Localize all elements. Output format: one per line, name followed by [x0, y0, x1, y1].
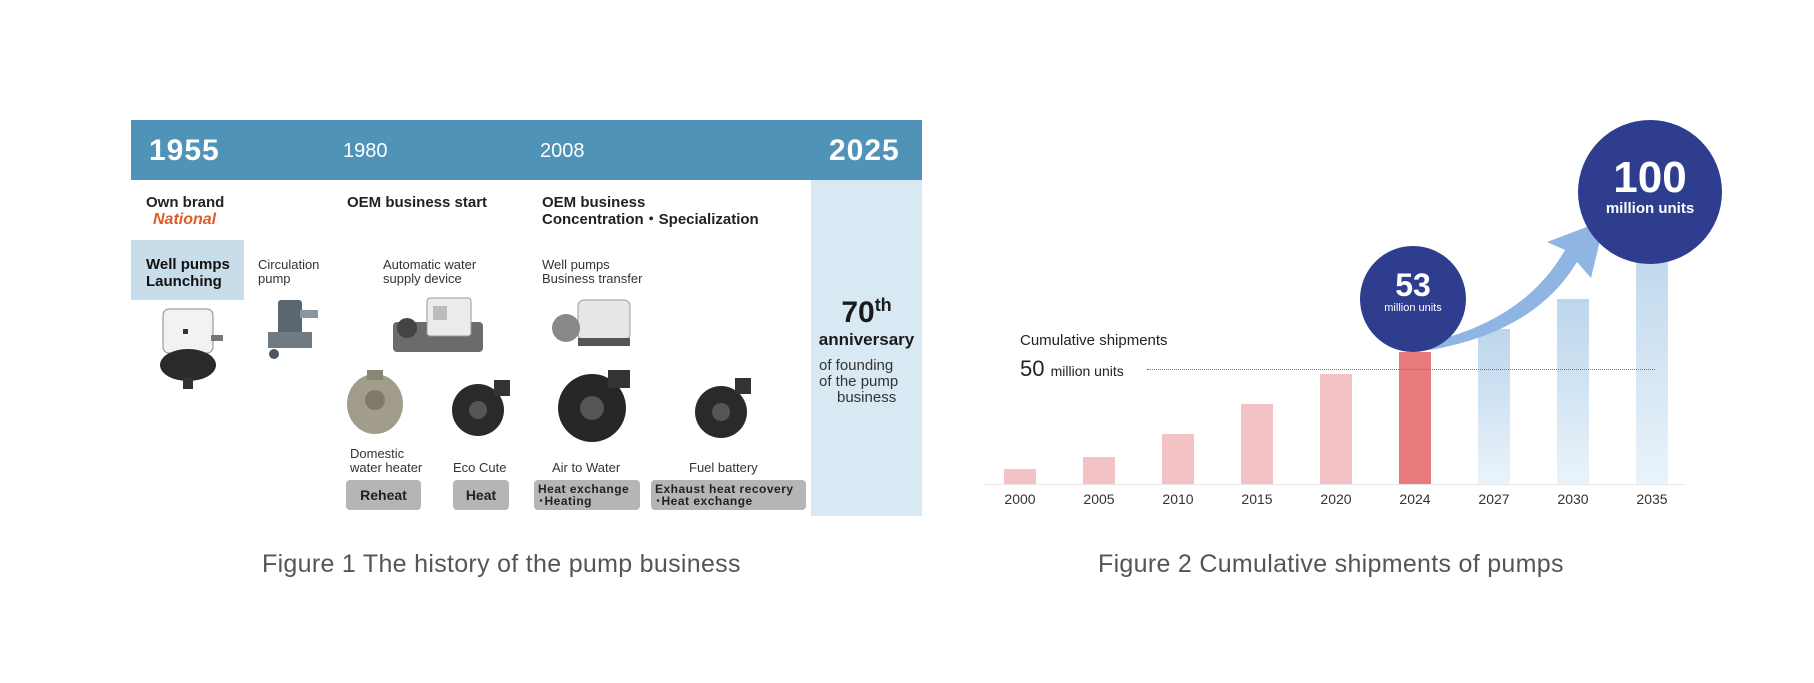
- well-pumps-launch-box: [131, 240, 244, 300]
- air-to-water-pump-image: [558, 370, 630, 442]
- cumulative-label: Cumulative shipments: [1020, 332, 1168, 349]
- x-tick-2015: 2015: [1241, 491, 1273, 507]
- year-2025: 2025: [829, 134, 900, 167]
- oem-start-heading: OEM business start: [347, 194, 488, 211]
- automatic-water-device-image: [393, 297, 483, 352]
- figure2-caption: Figure 2 Cumulative shipments of pumps: [1098, 550, 1564, 578]
- well-transfer-label: Well pumps Business transfer: [542, 257, 643, 286]
- bar-2027: [1478, 329, 1510, 484]
- reference-50-label: 50 million units: [1020, 356, 1124, 381]
- circulation-pump-image: [268, 300, 318, 359]
- fuel-battery-label: Fuel battery: [689, 460, 758, 475]
- air-to-water-label: Air to Water: [552, 460, 621, 475]
- bubble-53: 53 million units: [1360, 246, 1466, 352]
- bar-2020: [1320, 374, 1352, 484]
- x-tick-2027: 2027: [1478, 491, 1510, 507]
- x-tick-2005: 2005: [1083, 491, 1115, 507]
- pump-history-figure: 1955 1980 2008 2025 70th anniversary of …: [131, 120, 922, 516]
- well-pumps-launch-label: Well pumps Launching: [146, 256, 230, 290]
- reference-line: [1147, 369, 1655, 370]
- anniversary-description: of founding of the pump business: [819, 357, 899, 406]
- bar-2030: [1557, 299, 1589, 484]
- domestic-heater-label: Domestic water heater: [350, 446, 423, 475]
- anniversary-panel: 70th anniversary of founding of the pump…: [811, 180, 922, 516]
- year-2008: 2008: [540, 140, 585, 162]
- x-tick-2024: 2024: [1399, 491, 1431, 507]
- x-tick-2035: 2035: [1636, 491, 1668, 507]
- bar-2024: [1399, 351, 1431, 484]
- well-pump-image: [160, 308, 223, 389]
- heat-tag: Heat: [453, 480, 509, 510]
- national-logo: National: [153, 211, 217, 228]
- eco-cute-label: Eco Cute: [453, 460, 507, 475]
- year-1955: 1955: [149, 134, 220, 167]
- x-tick-2030: 2030: [1557, 491, 1589, 507]
- anniversary-number: 70th: [841, 295, 892, 329]
- bar-2005: [1083, 456, 1115, 484]
- timeline-band: [131, 120, 922, 180]
- domestic-heater-pump-image: [347, 370, 403, 434]
- automatic-water-label: Automatic water supply device: [383, 257, 477, 286]
- exhaust-heat-tag: Exhaust heat recovery ･Heat exchange: [651, 480, 806, 510]
- x-tick-2010: 2010: [1162, 491, 1194, 507]
- fuel-battery-pump-image: [695, 378, 751, 438]
- year-1980: 1980: [343, 140, 388, 162]
- bar-2015: [1241, 404, 1273, 484]
- heat-exchange-tag: Heat exchange ･Heating: [534, 480, 640, 510]
- figure1-caption: Figure 1 The history of the pump busines…: [262, 550, 741, 578]
- oem-concentration-heading: OEM business Concentration・Specializatio…: [542, 194, 759, 228]
- well-pump-transfer-image: [552, 299, 631, 346]
- anniversary-label: anniversary: [818, 330, 915, 349]
- bar-2035: [1636, 234, 1668, 484]
- x-tick-2000: 2000: [1004, 491, 1036, 507]
- own-brand-heading: Own brand: [146, 194, 225, 211]
- x-tick-2020: 2020: [1320, 491, 1352, 507]
- eco-cute-pump-image: [452, 380, 510, 436]
- circulation-pump-label: Circulation pump: [258, 257, 320, 286]
- reheat-tag: Reheat: [346, 480, 421, 510]
- growth-arrow: [1430, 220, 1605, 350]
- bar-2000: [1004, 469, 1036, 484]
- cumulative-shipments-chart: Cumulative shipments 50 million units 53…: [985, 110, 1722, 510]
- bubble-100: 100 million units: [1578, 120, 1722, 264]
- chart-baseline: [985, 484, 1685, 485]
- bar-2010: [1162, 434, 1194, 484]
